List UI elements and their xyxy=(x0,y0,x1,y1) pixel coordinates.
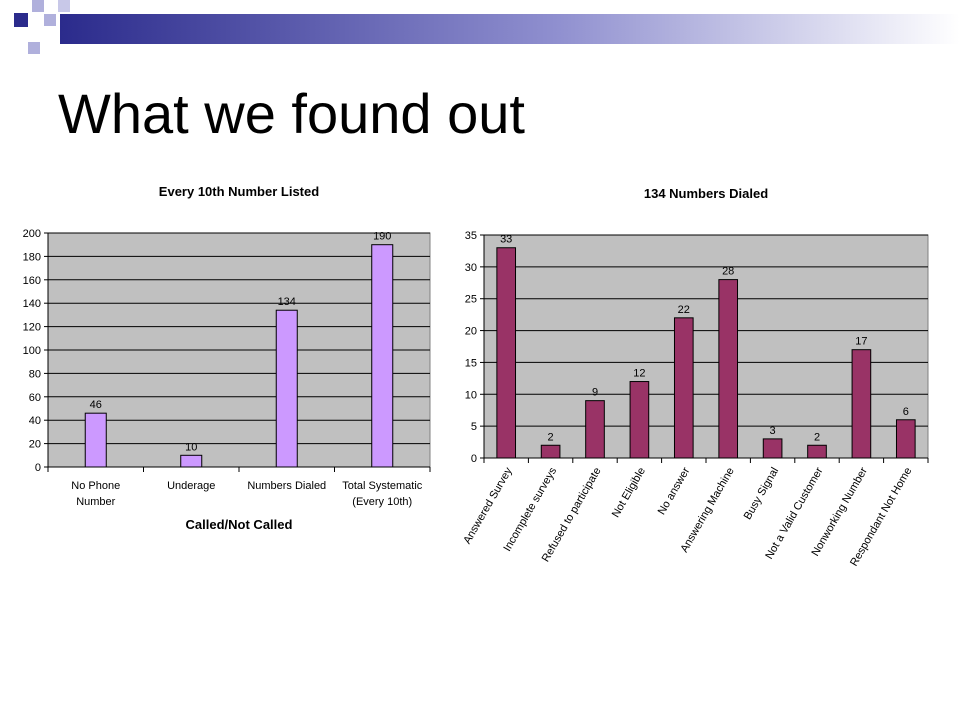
bar xyxy=(496,247,517,459)
x-category-label: Total Systematic (Every 10th) xyxy=(342,480,423,508)
data-label: 28 xyxy=(722,266,734,278)
bar xyxy=(180,454,203,468)
y-tick-label: 80 xyxy=(29,368,41,380)
x-category-label: Answered Survey xyxy=(461,465,515,546)
bar xyxy=(540,444,561,459)
bar xyxy=(807,444,827,459)
bar xyxy=(84,412,107,468)
bar xyxy=(585,400,605,459)
data-label: 46 xyxy=(90,399,102,411)
x-category-label: Underage xyxy=(167,480,215,492)
banner-square-dark xyxy=(14,13,28,27)
data-label: 6 xyxy=(903,406,909,418)
y-tick-label: 30 xyxy=(465,262,477,274)
y-tick-label: 15 xyxy=(465,357,477,369)
y-tick-label: 5 xyxy=(471,421,477,433)
data-label: 12 xyxy=(633,368,645,380)
y-tick-label: 100 xyxy=(23,345,41,357)
data-label: 190 xyxy=(373,231,391,243)
x-category-label: No answer xyxy=(656,465,693,517)
y-tick-label: 180 xyxy=(23,251,41,263)
x-category-label: No Phone Number xyxy=(71,480,120,508)
banner-square-light-top xyxy=(32,0,44,12)
y-tick-label: 140 xyxy=(23,298,41,310)
data-label: 2 xyxy=(814,431,820,443)
y-tick-label: 120 xyxy=(23,322,41,334)
bar xyxy=(895,419,916,459)
x-category-label: Busy Signal xyxy=(742,466,781,522)
x-category-label: Numbers Dialed xyxy=(247,480,326,492)
slide-title: What we found out xyxy=(58,82,525,145)
y-tick-label: 10 xyxy=(465,389,477,401)
bar xyxy=(851,349,872,459)
x-category-label: Not Eligible xyxy=(610,466,648,520)
data-label: 2 xyxy=(548,431,554,443)
y-tick-label: 160 xyxy=(23,275,41,287)
data-label: 10 xyxy=(185,441,197,453)
bar xyxy=(371,244,394,468)
chart-title: 134 Numbers Dialed xyxy=(644,186,768,201)
data-label: 134 xyxy=(278,296,296,308)
bar xyxy=(718,279,739,459)
bar xyxy=(275,309,298,468)
bar xyxy=(673,317,694,459)
banner-square-light-bottom xyxy=(28,42,40,54)
data-label: 33 xyxy=(500,234,512,246)
x-axis-title: Called/Not Called xyxy=(186,517,293,532)
y-tick-label: 20 xyxy=(29,439,41,451)
y-tick-label: 40 xyxy=(29,415,41,427)
banner-gradient-bar xyxy=(60,14,960,44)
banner-square-light-mid xyxy=(44,14,56,26)
bar xyxy=(762,438,783,459)
y-tick-label: 60 xyxy=(29,392,41,404)
data-label: 17 xyxy=(855,336,867,348)
y-tick-label: 20 xyxy=(465,326,477,338)
data-label: 3 xyxy=(770,425,776,437)
y-tick-label: 0 xyxy=(471,453,477,465)
y-tick-label: 25 xyxy=(465,294,477,306)
y-tick-label: 35 xyxy=(465,230,477,242)
title-banner-decoration xyxy=(14,0,960,54)
data-label: 22 xyxy=(678,304,690,316)
chart-title: Every 10th Number Listed xyxy=(159,184,319,199)
bar xyxy=(629,381,650,459)
data-label: 9 xyxy=(592,387,598,399)
banner-square-light-top2 xyxy=(58,0,70,12)
y-tick-label: 0 xyxy=(35,462,41,474)
y-tick-label: 200 xyxy=(23,228,41,240)
